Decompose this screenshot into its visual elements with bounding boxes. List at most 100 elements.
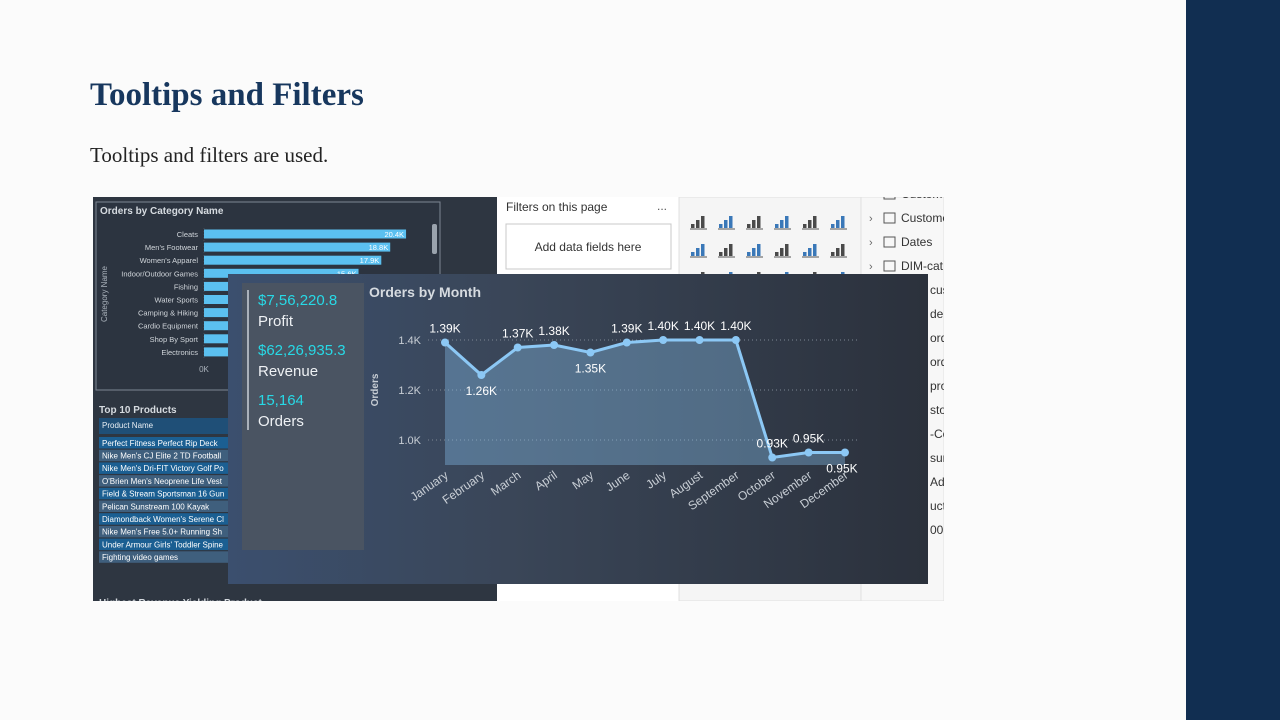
tooltip-label: Profit <box>258 313 294 330</box>
field-chevron: › <box>869 237 873 249</box>
viz-icon <box>718 244 735 258</box>
table-cell: Under Armour Girls' Toddler Spine <box>102 540 224 549</box>
field-name: sto <box>930 403 946 417</box>
field-name: sure <box>930 451 954 465</box>
tooltip-value: $62,26,935.3 <box>258 342 346 359</box>
side-band <box>1186 0 1280 720</box>
viz-icon <box>774 216 791 230</box>
viz-icon <box>690 216 707 230</box>
table-row <box>99 462 239 474</box>
tooltip-value: 15,164 <box>258 392 304 409</box>
table-row <box>99 487 239 500</box>
data-label: 0.93K <box>757 437 788 451</box>
field-name: pro <box>930 379 948 393</box>
bar <box>204 242 391 252</box>
table-row <box>99 437 239 449</box>
table-header-text: Product Name <box>102 421 154 430</box>
table-cell: Nike Men's CJ Elite 2 TD Football <box>102 452 221 461</box>
table-row <box>99 525 239 538</box>
category-label: Shop By Sport <box>150 335 199 344</box>
viz-icon-part <box>785 244 789 256</box>
point <box>477 371 486 379</box>
line <box>444 338 845 460</box>
category-label: Cleats <box>177 230 199 239</box>
viz-icon <box>746 216 763 230</box>
tooltip-box <box>242 283 364 550</box>
screenshot: Orders by Category Name Category Name 0K Cl… <box>93 187 954 601</box>
table-cell: Pelican Sunstream 100 Kayak <box>102 502 210 511</box>
field-name: Dates <box>901 235 932 249</box>
viz-icon <box>718 216 735 230</box>
field-name: Custome <box>901 211 949 225</box>
table-row <box>99 551 239 563</box>
y-tick-label: 1.2K <box>398 385 421 397</box>
axis-title: Category Name <box>100 265 109 322</box>
tooltip-label: Orders <box>258 413 304 430</box>
tooltip-label: Revenue <box>258 363 318 380</box>
data-label: 1.39K <box>429 322 460 336</box>
add-fields-box <box>505 223 672 270</box>
viz-icon-part <box>752 220 756 228</box>
viz-icon <box>774 244 791 258</box>
viz-icon-part <box>752 248 756 256</box>
category-label: Cardio Equipment <box>138 322 199 331</box>
viz-icon-part <box>747 224 751 228</box>
viz-icon-part <box>724 220 728 228</box>
field-table-icon <box>883 212 896 224</box>
viz-icon-part <box>747 252 751 256</box>
data-label: 0.95K <box>826 462 857 476</box>
field-name: Custom <box>901 187 942 201</box>
data-label: 1.40K <box>684 319 715 333</box>
table-cell: Fighting video games <box>102 553 178 562</box>
viz-icon-part <box>803 224 807 228</box>
data-label: 1.40K <box>647 319 678 333</box>
viz-icon <box>830 216 847 230</box>
viz-icon-part <box>757 216 761 228</box>
viz-icon-part <box>836 248 840 256</box>
viz-icon-part <box>775 252 779 256</box>
viz-icon-part <box>691 224 695 228</box>
filter-title: Filters on this page <box>506 200 608 214</box>
viz-icon-part <box>841 216 845 228</box>
point <box>768 453 777 462</box>
viz-icon-part <box>724 248 728 256</box>
field-table-icon <box>883 197 896 200</box>
table-cell: Nike Men's Dri-FIT Victory Golf Po <box>102 464 224 473</box>
field-chevron: › <box>869 261 873 273</box>
point <box>659 336 668 344</box>
data-label: 1.39K <box>611 322 642 336</box>
data-label: 1.38K <box>538 324 569 338</box>
table-row <box>99 449 239 462</box>
slide-title: Tooltips and Filters <box>90 77 364 113</box>
table-cell: Perfect Fitness Perfect Rip Deck <box>102 439 219 448</box>
slide-body: Tooltips and filters are used. <box>90 143 328 167</box>
table-title: Top 10 Products <box>99 405 177 416</box>
field-name: ord <box>930 355 947 369</box>
data-label: 18.8K <box>369 243 389 252</box>
field-name: -Co <box>930 427 950 441</box>
viz-icon-part <box>803 252 807 256</box>
data-label: 1.26K <box>466 384 497 398</box>
field-name: cus <box>930 283 949 297</box>
field-name: ord <box>930 331 947 345</box>
data-label: 1.37K <box>502 327 533 341</box>
bar <box>204 255 382 265</box>
field-name: uct <box>930 499 947 513</box>
filter-placeholder: Add data fields here <box>535 240 642 254</box>
table-cell: O'Brien Men's Neoprene Life Vest <box>102 477 223 486</box>
viz-icon <box>802 244 819 258</box>
axis-title: Orders <box>370 373 381 406</box>
point <box>695 336 704 344</box>
data-label: 1.35K <box>575 362 606 376</box>
viz-icon-part <box>831 252 835 256</box>
category-label: Fishing <box>174 282 198 291</box>
y-tick-label: 1.0K <box>398 435 421 447</box>
table-header <box>99 418 239 434</box>
data-label: 0.95K <box>793 432 824 446</box>
category-label: Water Sports <box>155 296 199 305</box>
viz-icon-part <box>808 248 812 256</box>
chart-title: Orders by Month <box>369 284 481 300</box>
viz-icon-part <box>729 216 733 228</box>
bar <box>204 229 407 239</box>
